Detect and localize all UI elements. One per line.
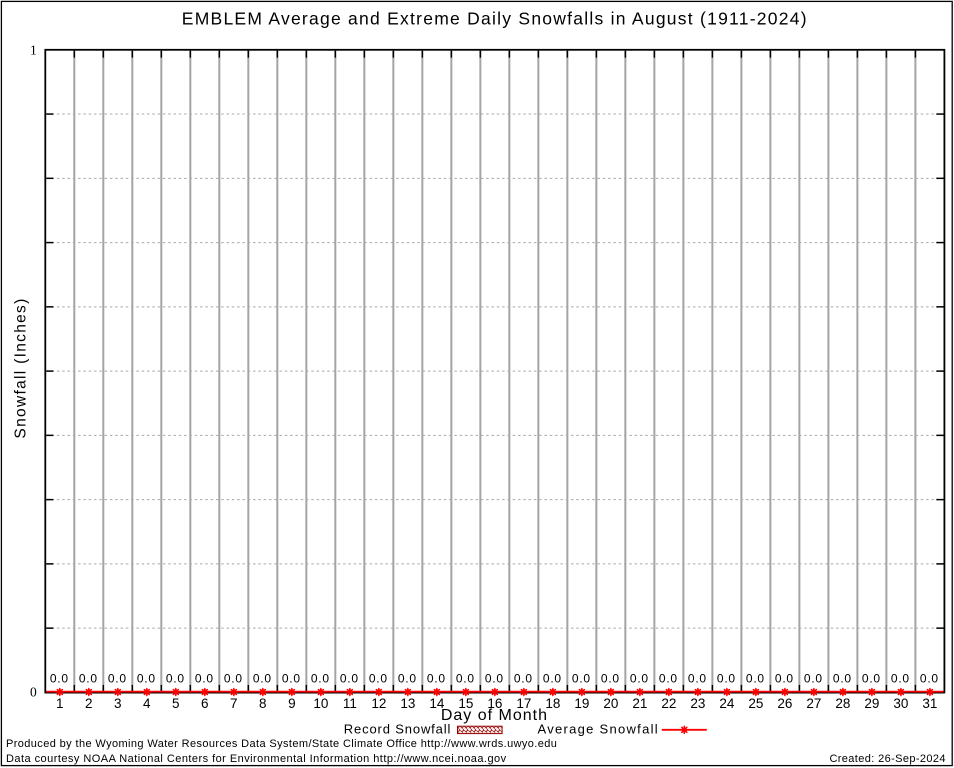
- svg-text:12: 12: [371, 696, 386, 711]
- svg-text:31: 31: [922, 696, 937, 711]
- svg-text:0.0: 0.0: [804, 672, 823, 686]
- svg-text:Data courtesy NOAA National Ce: Data courtesy NOAA National Centers for …: [6, 753, 507, 765]
- svg-text:0.0: 0.0: [166, 672, 185, 686]
- svg-text:0.0: 0.0: [79, 672, 98, 686]
- svg-text:2: 2: [85, 696, 93, 711]
- svg-text:10: 10: [313, 696, 328, 711]
- svg-text:7: 7: [230, 696, 238, 711]
- svg-text:0.0: 0.0: [369, 672, 388, 686]
- svg-text:0.0: 0.0: [485, 672, 504, 686]
- svg-text:0.0: 0.0: [253, 672, 272, 686]
- svg-text:11: 11: [343, 696, 357, 711]
- svg-text:21: 21: [632, 696, 647, 711]
- svg-text:1: 1: [30, 42, 37, 57]
- svg-text:14: 14: [429, 696, 445, 711]
- svg-text:Average Snowfall: Average Snowfall: [538, 722, 659, 737]
- svg-text:EMBLEM Average and Extreme Dai: EMBLEM Average and Extreme Daily Snowfal…: [182, 9, 808, 29]
- svg-text:Snowfall (Inches): Snowfall (Inches): [12, 297, 29, 438]
- svg-text:Record Snowfall: Record Snowfall: [344, 722, 451, 737]
- svg-text:6: 6: [201, 696, 209, 711]
- svg-text:4: 4: [143, 696, 151, 711]
- svg-text:22: 22: [661, 696, 676, 711]
- svg-text:0.0: 0.0: [50, 672, 69, 686]
- svg-text:8: 8: [259, 696, 267, 711]
- svg-text:27: 27: [806, 696, 821, 711]
- svg-text:0: 0: [30, 684, 37, 699]
- svg-text:0.0: 0.0: [920, 672, 939, 686]
- svg-text:0.0: 0.0: [862, 672, 881, 686]
- svg-text:0.0: 0.0: [659, 672, 678, 686]
- svg-text:25: 25: [748, 696, 763, 711]
- svg-text:9: 9: [288, 696, 296, 711]
- svg-text:23: 23: [690, 696, 705, 711]
- svg-text:0.0: 0.0: [717, 672, 736, 686]
- svg-text:0.0: 0.0: [311, 672, 330, 686]
- svg-text:19: 19: [574, 696, 589, 711]
- svg-text:0.0: 0.0: [543, 672, 562, 686]
- svg-text:18: 18: [545, 696, 560, 711]
- svg-text:26: 26: [777, 696, 792, 711]
- svg-text:15: 15: [458, 696, 473, 711]
- svg-text:0.0: 0.0: [833, 672, 852, 686]
- svg-text:Created: 26-Sep-2024: Created: 26-Sep-2024: [829, 753, 945, 765]
- svg-text:13: 13: [400, 696, 415, 711]
- svg-text:0.0: 0.0: [137, 672, 156, 686]
- svg-text:17: 17: [516, 696, 531, 711]
- svg-text:24: 24: [719, 696, 735, 711]
- svg-text:0.0: 0.0: [572, 672, 591, 686]
- svg-text:20: 20: [603, 696, 618, 711]
- svg-text:0.0: 0.0: [108, 672, 127, 686]
- svg-text:5: 5: [172, 696, 180, 711]
- svg-text:0.0: 0.0: [456, 672, 475, 686]
- svg-text:0.0: 0.0: [282, 672, 301, 686]
- svg-text:0.0: 0.0: [601, 672, 620, 686]
- svg-text:0.0: 0.0: [340, 672, 359, 686]
- svg-text:29: 29: [864, 696, 879, 711]
- svg-text:0.0: 0.0: [775, 672, 794, 686]
- svg-text:0.0: 0.0: [630, 672, 649, 686]
- svg-text:1: 1: [56, 696, 64, 711]
- svg-text:30: 30: [893, 696, 908, 711]
- svg-text:0.0: 0.0: [688, 672, 707, 686]
- svg-text:0.0: 0.0: [427, 672, 446, 686]
- svg-text:16: 16: [487, 696, 502, 711]
- svg-text:0.0: 0.0: [514, 672, 533, 686]
- svg-text:28: 28: [835, 696, 850, 711]
- svg-text:0.0: 0.0: [891, 672, 910, 686]
- svg-text:Produced by the Wyoming Water: Produced by the Wyoming Water Resources …: [6, 738, 557, 750]
- svg-text:Day of Month: Day of Month: [441, 707, 548, 724]
- svg-text:0.0: 0.0: [195, 672, 214, 686]
- svg-text:0.0: 0.0: [224, 672, 243, 686]
- svg-text:3: 3: [114, 696, 122, 711]
- svg-text:0.0: 0.0: [746, 672, 765, 686]
- svg-text:0.0: 0.0: [398, 672, 417, 686]
